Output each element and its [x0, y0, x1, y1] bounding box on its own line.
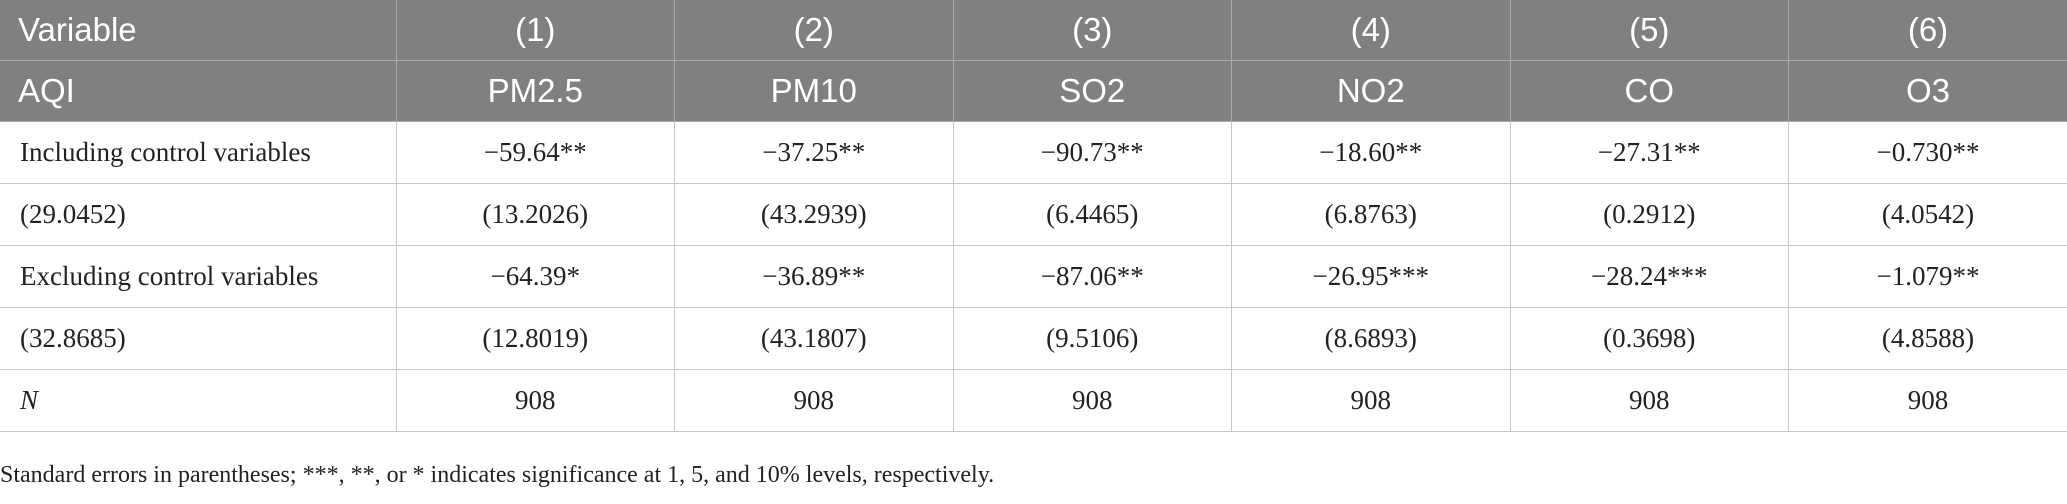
table-cell: −28.24*** [1510, 245, 1789, 308]
table-row: Including control variables −59.64** −37… [0, 121, 2067, 184]
header-cell: (3) [953, 0, 1232, 61]
table-cell: −36.89** [674, 245, 954, 308]
table-cell: 908 [1231, 369, 1511, 432]
table-cell: (6.8763) [1231, 183, 1511, 246]
row-label-cell: (32.8685) [0, 307, 397, 370]
table-cell: (0.2912) [1510, 183, 1789, 246]
table-cell: (6.4465) [953, 183, 1232, 246]
table-cell: −0.730** [1788, 121, 2067, 184]
table-body: Including control variables −59.64** −37… [0, 121, 2067, 432]
row-label-cell: Including control variables [0, 121, 397, 184]
header-cell: (5) [1510, 0, 1789, 61]
table-cell: −1.079** [1788, 245, 2067, 308]
table-cell: −18.60** [1231, 121, 1511, 184]
row-label-cell: (29.0452) [0, 183, 397, 246]
table-cell: −59.64** [396, 121, 675, 184]
header-cell: (4) [1231, 0, 1511, 61]
header-cell: NO2 [1231, 60, 1511, 122]
table-cell: (0.3698) [1510, 307, 1789, 370]
table-cell: (12.8019) [396, 307, 675, 370]
header-cell: SO2 [953, 60, 1232, 122]
header-cell: (1) [396, 0, 675, 61]
table-cell: −90.73** [953, 121, 1232, 184]
header-cell: PM2.5 [396, 60, 675, 122]
row-label-cell: N [0, 369, 397, 432]
header-row-variable: Variable (1) (2) (3) (4) (5) (6) [0, 0, 2067, 61]
table-row: Excluding control variables −64.39* −36.… [0, 245, 2067, 308]
table-row: (32.8685) (12.8019) (43.1807) (9.5106) (… [0, 307, 2067, 370]
table-cell: −37.25** [674, 121, 954, 184]
table-cell: 908 [396, 369, 675, 432]
regression-table-container: Variable (1) (2) (3) (4) (5) (6) AQI PM2… [0, 0, 2067, 432]
header-cell: AQI [0, 60, 397, 122]
table-row: (29.0452) (13.2026) (43.2939) (6.4465) (… [0, 183, 2067, 246]
header-cell: (2) [674, 0, 954, 61]
table-cell: (4.0542) [1788, 183, 2067, 246]
table-row: N 908 908 908 908 908 908 [0, 369, 2067, 432]
header-cell: (6) [1788, 0, 2067, 61]
table-cell: (43.2939) [674, 183, 954, 246]
table-cell: 908 [674, 369, 954, 432]
row-label-cell: Excluding control variables [0, 245, 397, 308]
regression-table: Variable (1) (2) (3) (4) (5) (6) AQI PM2… [0, 0, 2067, 432]
table-footnote: Standard errors in parentheses; ***, **,… [0, 462, 995, 488]
table-cell: 908 [953, 369, 1232, 432]
table-cell: (9.5106) [953, 307, 1232, 370]
table-cell: 908 [1788, 369, 2067, 432]
table-cell: (13.2026) [396, 183, 675, 246]
table-cell: 908 [1510, 369, 1789, 432]
header-cell: CO [1510, 60, 1789, 122]
table-cell: (4.8588) [1788, 307, 2067, 370]
header-cell: Variable [0, 0, 397, 61]
header-row-pollutant: AQI PM2.5 PM10 SO2 NO2 CO O3 [0, 60, 2067, 122]
table-cell: (8.6893) [1231, 307, 1511, 370]
table-cell: (43.1807) [674, 307, 954, 370]
table-cell: −87.06** [953, 245, 1232, 308]
table-cell: −64.39* [396, 245, 675, 308]
header-cell: O3 [1788, 60, 2067, 122]
table-cell: −26.95*** [1231, 245, 1511, 308]
table-header: Variable (1) (2) (3) (4) (5) (6) AQI PM2… [0, 0, 2067, 122]
table-cell: −27.31** [1510, 121, 1789, 184]
header-cell: PM10 [674, 60, 954, 122]
